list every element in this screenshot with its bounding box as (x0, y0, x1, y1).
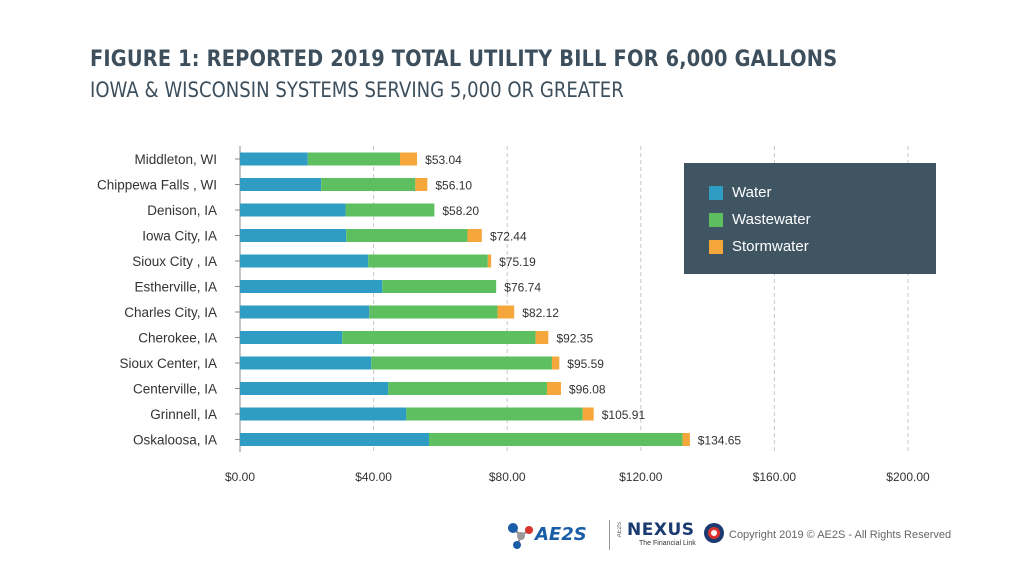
bar-segment-stormwater (682, 433, 690, 446)
x-tick-label: $120.00 (619, 470, 663, 484)
bar-segment-water (240, 203, 346, 217)
bar-segment-water (240, 305, 370, 319)
y-tick-label: Grinnell, IA (150, 407, 217, 422)
ae2s-logo: AE2S (505, 520, 600, 550)
labels: $0.00 $40.00 $80.00 $120.00 $160.00 $200.00 Mi… (97, 152, 930, 484)
copyright-text: Copyright 2019 © AE2S - All Rights Reser… (729, 529, 952, 541)
y-tick-label: Sioux City , IA (132, 254, 217, 269)
bar-total-label: $92.35 (556, 332, 593, 346)
bar-segment-water (240, 331, 343, 344)
bar-segment-wastewater (368, 254, 488, 268)
bar-segment-water (240, 356, 372, 370)
bar-total-label: $95.59 (567, 357, 604, 371)
legend-item-water: Water (709, 184, 771, 201)
bar-segment-water (240, 433, 430, 446)
bar-segment-stormwater (546, 382, 561, 395)
nexus-side-text: AE2S (617, 522, 623, 538)
bar-total-label: $134.65 (698, 434, 742, 448)
bar-segment-wastewater (406, 407, 583, 421)
molecule-icon (508, 523, 533, 549)
x-tick-label: $40.00 (355, 470, 392, 484)
y-tick-label: Cherokee, IA (138, 331, 217, 346)
bar-segment-stormwater (582, 407, 594, 421)
legend-swatch-stormwater (709, 239, 723, 254)
bar-segment-wastewater (345, 203, 435, 217)
x-tick-label: $200.00 (886, 470, 930, 484)
bar-segment-water (240, 280, 383, 293)
bar-segment-wastewater (388, 382, 547, 395)
bar-total-label: $58.20 (442, 204, 479, 218)
y-tick-label: Oskaloosa, IA (133, 433, 217, 448)
bars (240, 152, 690, 446)
y-tick-label: Denison, IA (147, 203, 217, 218)
bar-total-label: $76.74 (504, 281, 541, 295)
bar-segment-wastewater (321, 178, 416, 191)
chart-subtitle: IOWA & WISCONSIN SYSTEMS SERVING 5,000 O… (90, 78, 624, 102)
bar-segment-stormwater (497, 305, 515, 319)
legend: Water Wastewater Stormwater (684, 163, 936, 274)
x-tick-label: $80.00 (489, 470, 526, 484)
bar-total-label: $82.12 (522, 306, 559, 320)
bar-segment-wastewater (371, 356, 552, 370)
bar-total-label: $53.04 (425, 153, 462, 167)
bar-segment-water (240, 382, 389, 395)
bar-total-label: $105.91 (602, 408, 646, 422)
y-tick-label: Sioux Center, IA (119, 356, 217, 371)
nexus-tagline: The Financial Link (639, 540, 696, 547)
bar-segment-wastewater (342, 331, 536, 344)
y-tick-label: Iowa City, IA (142, 229, 217, 244)
bar-segment-stormwater (399, 152, 418, 166)
bar-total-label: $56.10 (435, 179, 472, 193)
bar-segment-stormwater (551, 356, 560, 370)
legend-item-stormwater: Stormwater (709, 238, 809, 255)
legend-label-water: Water (732, 184, 772, 201)
legend-label-stormwater: Stormwater (732, 238, 809, 255)
bar-segment-wastewater (429, 433, 683, 446)
bar-segment-water (240, 407, 407, 421)
bar-total-label: $96.08 (569, 383, 606, 397)
bar-total-label: $72.44 (490, 230, 527, 244)
bar-segment-stormwater (467, 229, 482, 242)
bar-segment-stormwater (487, 254, 492, 268)
bar-segment-water (240, 254, 369, 268)
legend-swatch-water (709, 185, 723, 200)
bar-segment-stormwater (415, 178, 428, 191)
y-tick-label: Charles City, IA (124, 305, 217, 320)
x-tick-label: $0.00 (225, 470, 255, 484)
bar-segment-wastewater (382, 280, 497, 293)
globe-icon (704, 523, 724, 543)
bar-segment-water (240, 178, 322, 191)
y-tick-label: Estherville, IA (134, 280, 217, 295)
bar-segment-stormwater (535, 331, 549, 344)
bar-segment-water (240, 229, 347, 242)
x-tick-label: $160.00 (753, 470, 797, 484)
bar-segment-wastewater (369, 305, 498, 319)
legend-swatch-wastewater (709, 212, 723, 227)
footer-divider (609, 520, 610, 550)
y-tick-label: Centerville, IA (133, 382, 217, 397)
chart-title: FIGURE 1: REPORTED 2019 TOTAL UTILITY BI… (90, 47, 838, 72)
legend-label-wastewater: Wastewater (732, 211, 811, 228)
footer: AE2S AE2S NEXUS The Financial Link Copyr… (505, 518, 955, 554)
ae2s-logo-text: AE2S (535, 524, 587, 545)
y-tick-label: Middleton, WI (134, 152, 217, 167)
nexus-logo-text: NEXUS (627, 520, 695, 540)
nexus-logo: AE2S NEXUS The Financial Link (617, 518, 727, 552)
bar-segment-wastewater (307, 152, 400, 166)
y-tick-label: Chippewa Falls , WI (97, 178, 217, 193)
bar-segment-water (240, 152, 308, 166)
legend-item-wastewater: Wastewater (709, 211, 811, 228)
bar-total-label: $75.19 (499, 255, 536, 269)
bar-segment-wastewater (346, 229, 468, 242)
